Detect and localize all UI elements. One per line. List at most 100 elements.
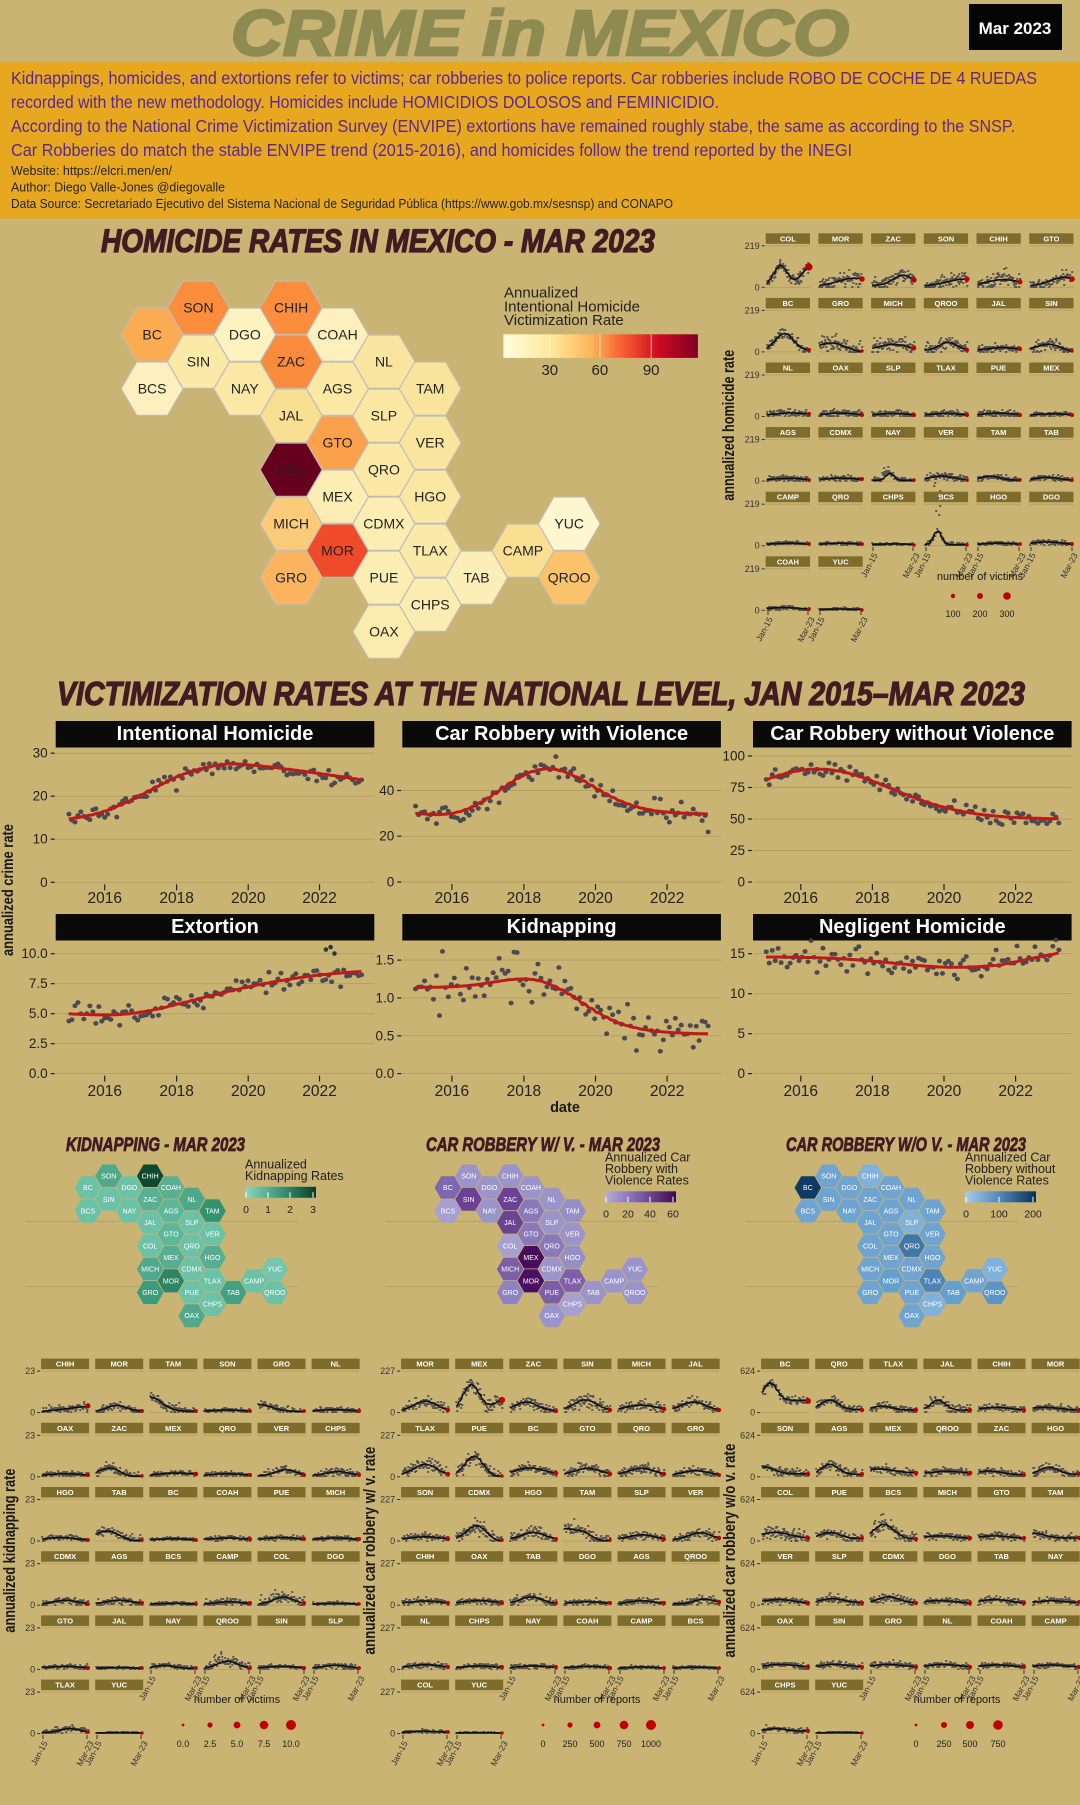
svg-text:TAM: TAM [416, 381, 445, 397]
svg-text:MEX: MEX [883, 1255, 899, 1262]
svg-text:25: 25 [730, 843, 745, 858]
svg-text:BC: BC [142, 327, 161, 343]
svg-text:1000: 1000 [641, 1739, 661, 1749]
svg-text:annualized car robbery w/o v.: annualized car robbery w/o v. rate [721, 1444, 739, 1658]
svg-text:0.0: 0.0 [29, 1066, 48, 1081]
svg-text:219: 219 [745, 305, 760, 315]
svg-text:QROO: QROO [936, 1424, 959, 1433]
svg-text:TAB: TAB [1044, 428, 1059, 437]
svg-text:PUE: PUE [991, 364, 1006, 373]
svg-text:3: 3 [310, 1204, 316, 1216]
svg-text:0: 0 [30, 1664, 35, 1674]
svg-text:CAMP: CAMP [503, 543, 543, 559]
svg-text:JAL: JAL [992, 299, 1007, 308]
svg-text:PUE: PUE [471, 1424, 486, 1433]
svg-text:CAMP: CAMP [1045, 1616, 1067, 1625]
svg-text:MEX: MEX [165, 1424, 181, 1433]
svg-text:CHIH: CHIH [56, 1360, 74, 1369]
svg-text:624: 624 [740, 1366, 755, 1376]
svg-text:MOR: MOR [1047, 1360, 1065, 1369]
svg-text:AGS: AGS [831, 1424, 847, 1433]
svg-text:0: 0 [540, 1739, 545, 1749]
svg-text:DGO: DGO [579, 1552, 596, 1561]
svg-text:PUE: PUE [370, 570, 399, 586]
svg-text:1.5: 1.5 [376, 953, 395, 968]
svg-text:SIN: SIN [103, 1197, 115, 1204]
svg-text:0: 0 [750, 1408, 755, 1418]
svg-text:GRO: GRO [687, 1424, 704, 1433]
svg-text:CHIH: CHIH [274, 300, 308, 316]
svg-text:OAX: OAX [832, 364, 848, 373]
svg-text:BC: BC [782, 299, 793, 308]
svg-text:0: 0 [30, 1600, 35, 1610]
svg-text:GRO: GRO [832, 299, 849, 308]
svg-text:PUE: PUE [905, 1290, 920, 1297]
svg-text:2022: 2022 [998, 1083, 1032, 1100]
svg-text:10: 10 [730, 986, 745, 1001]
svg-text:PUE: PUE [185, 1290, 200, 1297]
svg-text:2018: 2018 [855, 1083, 889, 1100]
svg-text:0: 0 [387, 875, 395, 890]
svg-text:YUC: YUC [554, 516, 584, 532]
svg-text:TAM: TAM [565, 1208, 579, 1215]
svg-text:MICH: MICH [938, 1488, 957, 1497]
svg-text:OAX: OAX [57, 1424, 73, 1433]
svg-text:5.0: 5.0 [231, 1739, 244, 1749]
svg-text:NAY: NAY [1048, 1552, 1063, 1561]
svg-text:0: 0 [755, 605, 760, 615]
svg-text:CHPS: CHPS [203, 1302, 223, 1309]
svg-text:QRO: QRO [219, 1424, 236, 1433]
svg-text:2016: 2016 [87, 1083, 121, 1100]
svg-text:COAH: COAH [881, 1185, 901, 1192]
svg-text:OAX: OAX [544, 1313, 559, 1320]
svg-text:Kidnappings, homicides, and ex: Kidnappings, homicides, and extortions r… [11, 68, 1037, 88]
svg-text:CDMX: CDMX [541, 1267, 562, 1274]
svg-text:2018: 2018 [507, 890, 541, 907]
svg-text:SON: SON [938, 234, 954, 243]
svg-text:COL: COL [274, 1552, 290, 1561]
svg-text:30: 30 [541, 362, 558, 379]
svg-text:NL: NL [942, 1616, 952, 1625]
svg-text:SLP: SLP [545, 1220, 559, 1227]
svg-text:QROO: QROO [984, 1290, 1006, 1297]
svg-text:2022: 2022 [302, 890, 336, 907]
svg-text:0: 0 [755, 541, 760, 551]
svg-text:Annualized Car: Annualized Car [965, 1151, 1050, 1165]
svg-text:0.0: 0.0 [177, 1739, 190, 1749]
svg-text:TAB: TAB [227, 1290, 240, 1297]
svg-text:Kidnapping: Kidnapping [507, 916, 617, 938]
svg-text:NL: NL [783, 364, 793, 373]
svg-text:annualized homicide rate: annualized homicide rate [720, 350, 738, 501]
svg-text:HGO: HGO [205, 1255, 222, 1262]
svg-text:COAH: COAH [161, 1185, 181, 1192]
svg-text:GRO: GRO [142, 1290, 159, 1297]
svg-text:2022: 2022 [998, 890, 1032, 907]
svg-text:CHIH: CHIH [989, 234, 1007, 243]
svg-text:0: 0 [30, 1472, 35, 1482]
svg-text:60: 60 [592, 362, 609, 379]
svg-text:OAX: OAX [369, 624, 399, 640]
svg-text:Website: https://elcri.men/en/: Website: https://elcri.men/en/ [11, 163, 172, 178]
svg-text:QRO: QRO [633, 1424, 650, 1433]
svg-text:COAH: COAH [521, 1185, 541, 1192]
svg-text:ZAC: ZAC [994, 1424, 1010, 1433]
svg-text:SON: SON [101, 1174, 116, 1181]
svg-text:0: 0 [750, 1664, 755, 1674]
svg-text:annualized car robbery w/ v. r: annualized car robbery w/ v. rate [361, 1447, 379, 1655]
svg-text:AGS: AGS [884, 1208, 899, 1215]
svg-text:MEX: MEX [523, 1255, 539, 1262]
svg-text:10.0: 10.0 [282, 1739, 300, 1749]
svg-text:0: 0 [243, 1204, 249, 1216]
svg-text:OAX: OAX [904, 1313, 919, 1320]
svg-text:JAL: JAL [144, 1220, 156, 1227]
svg-text:JAL: JAL [112, 1616, 127, 1625]
svg-text:750: 750 [616, 1739, 631, 1749]
svg-text:227: 227 [380, 1687, 395, 1697]
svg-text:DGO: DGO [841, 1185, 858, 1192]
svg-text:PUE: PUE [545, 1290, 560, 1297]
svg-text:MEX: MEX [163, 1255, 179, 1262]
svg-text:ZAC: ZAC [503, 1197, 517, 1204]
svg-text:number of victims: number of victims [194, 1694, 281, 1706]
svg-text:TLAX: TLAX [564, 1278, 582, 1285]
svg-text:23: 23 [25, 1495, 35, 1505]
